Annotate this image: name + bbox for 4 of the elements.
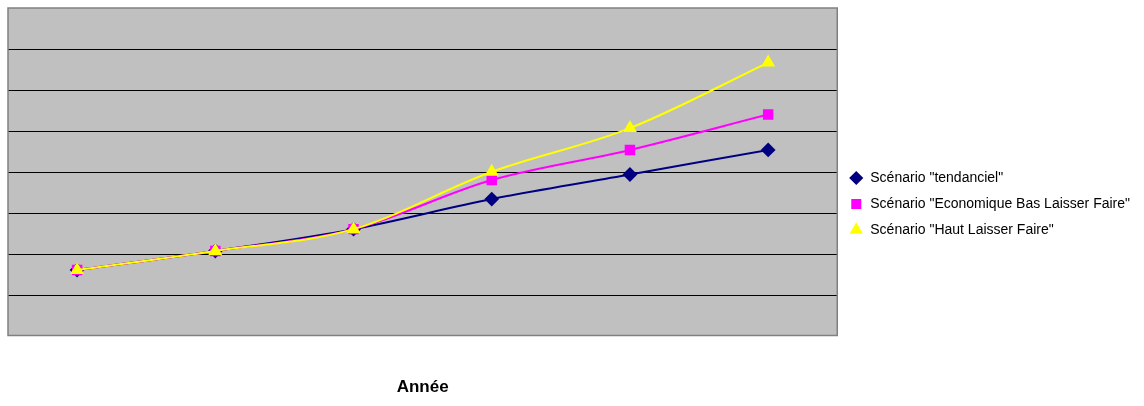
x-axis-title: Année	[396, 377, 449, 397]
legend-label: Scénario "Economique Bas Laisser Faire"	[870, 194, 1131, 211]
legend-label: Scénario "tendanciel"	[870, 168, 1004, 185]
legend-label: Scénario "Haut Laisser Faire"	[870, 220, 1054, 237]
